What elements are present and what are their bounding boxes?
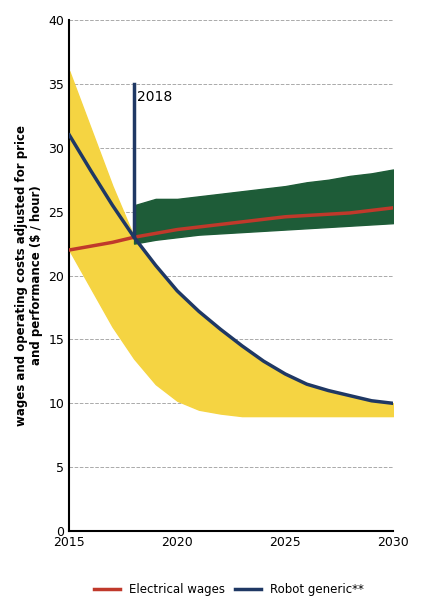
Text: 2018: 2018 [137,90,173,104]
Legend: Electrical wages, Robot generic**: Electrical wages, Robot generic** [89,579,369,601]
Y-axis label: wages and operating costs adjusted for price
and performance ($ / hour): wages and operating costs adjusted for p… [15,125,43,426]
